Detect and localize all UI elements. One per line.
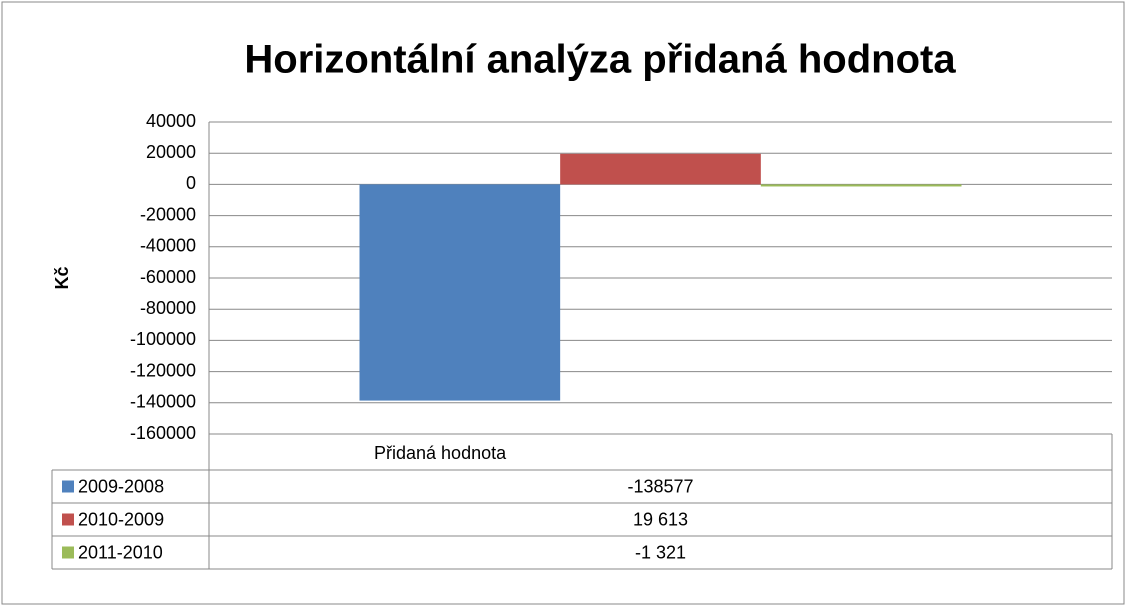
y-tick-label: -100000 [130,329,196,349]
bar [359,184,561,401]
legend-key [62,480,74,493]
data-table-value: -1 321 [635,542,686,562]
y-tick-label: -60000 [140,267,196,287]
y-axis-label: Kč [52,266,72,289]
legend-key [62,513,74,526]
y-tick-label: -40000 [140,236,196,256]
data-table-value: 19 613 [633,509,688,529]
legend-label: 2011-2010 [78,542,163,562]
y-tick-label: 20000 [146,142,196,162]
bar [560,153,761,185]
x-tick-label: Přidaná hodnota [374,443,507,463]
y-tick-label: 0 [186,173,196,193]
legend-key [62,546,74,559]
data-table-value: -138577 [627,476,693,496]
legend-label: 2010-2009 [78,509,164,529]
y-tick-label: -120000 [130,360,196,380]
y-tick-label: -80000 [140,298,196,318]
y-tick-label: 40000 [146,111,196,131]
y-tick-label: -160000 [130,423,196,443]
legend-label: 2009-2008 [78,476,164,496]
bar [760,184,962,187]
y-tick-label: -20000 [140,204,196,224]
chart-title: Horizontální analýza přidaná hodnota [244,38,956,82]
y-tick-label: -140000 [130,392,196,412]
